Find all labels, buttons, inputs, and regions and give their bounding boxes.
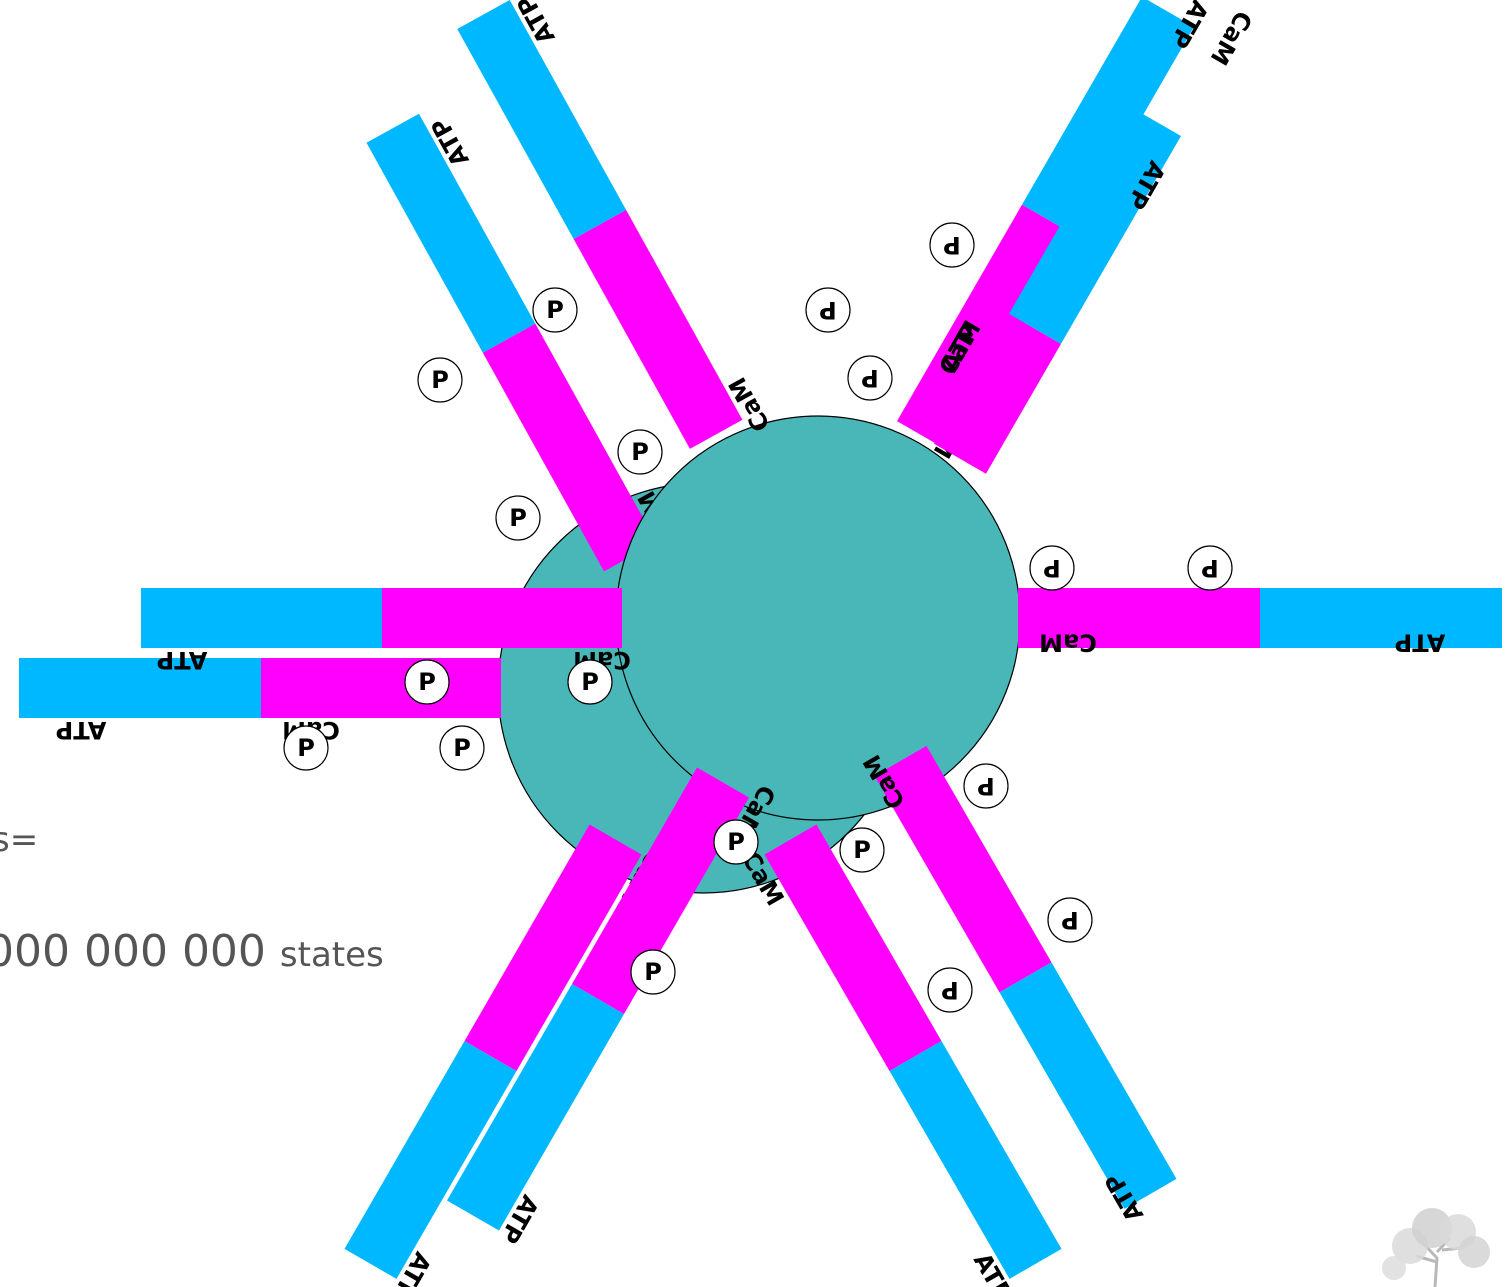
phosphate-marker: P <box>417 357 463 403</box>
phosphate-marker: P <box>805 287 851 333</box>
cam-domain <box>934 313 1061 474</box>
cam-label: CaM <box>1039 628 1097 656</box>
svg-text:P: P <box>727 828 745 856</box>
svg-text:P: P <box>453 734 471 762</box>
states-count-text: 000 000 000 states <box>0 926 384 977</box>
phosphate-marker: P <box>630 949 676 995</box>
phosphate-marker: P <box>1047 897 1093 943</box>
atp-label: ATP <box>1395 628 1446 656</box>
svg-text:P: P <box>819 296 837 324</box>
svg-text:P: P <box>581 668 599 696</box>
cam-domain <box>573 209 743 449</box>
atp-domain <box>141 588 382 648</box>
phosphate-marker: P <box>847 355 893 401</box>
svg-text:P: P <box>861 364 879 392</box>
cam-domain <box>572 767 749 1015</box>
svg-text:P: P <box>943 231 961 259</box>
phosphate-markers: P P P P P P P P P P P P P P P P P P P <box>283 222 1233 1013</box>
svg-text:P: P <box>297 734 315 762</box>
states-prefix-text: s= <box>0 820 39 860</box>
phosphate-marker: P <box>1029 545 1075 591</box>
front-hub-circle <box>615 415 1021 821</box>
front-ring-arms: CaMATPCaMATPCaMATPCaMATPCaMATPCaMATPCaMA… <box>141 0 1502 1248</box>
svg-text:P: P <box>941 976 959 1004</box>
phosphate-marker: P <box>713 819 759 865</box>
atp-domain <box>447 984 624 1231</box>
svg-text:P: P <box>546 296 564 324</box>
phosphate-marker: P <box>567 659 613 705</box>
phosphate-marker: P <box>495 495 541 541</box>
atp-domain <box>366 113 536 353</box>
cam-domain <box>482 323 657 572</box>
subunit-arm: CaM ATP <box>1018 588 1502 656</box>
atp-domain <box>999 962 1177 1209</box>
cam-domain <box>874 745 1052 993</box>
svg-text:P: P <box>977 772 995 800</box>
cam-domain <box>1018 588 1260 648</box>
atp-domain <box>344 1041 517 1279</box>
atp-domain <box>889 1041 1062 1279</box>
atp-domain <box>457 0 627 239</box>
phosphate-marker: P <box>839 827 885 873</box>
cam-domain <box>261 658 501 718</box>
svg-text:P: P <box>853 836 871 864</box>
phosphate-marker: P <box>532 287 578 333</box>
states-unit: states <box>279 935 384 975</box>
svg-text:P: P <box>1061 906 1079 934</box>
tree-logo-icon <box>1382 1208 1490 1287</box>
cam-domain <box>382 588 622 648</box>
phosphate-marker: P <box>404 659 450 705</box>
atp-label: ATP <box>56 716 107 744</box>
atp-domain <box>1009 106 1181 344</box>
svg-text:P: P <box>418 668 436 696</box>
cam-domain <box>764 824 942 1072</box>
cam-domain <box>897 204 1074 452</box>
phosphate-marker: P <box>1187 545 1233 591</box>
cam-domain <box>464 824 642 1072</box>
phosphate-marker: P <box>927 967 973 1013</box>
front-hub <box>615 415 1021 821</box>
phosphate-marker: P <box>963 763 1009 809</box>
phosphate-marker: P <box>617 429 663 475</box>
svg-text:P: P <box>431 366 449 394</box>
svg-text:P: P <box>1043 554 1061 582</box>
svg-text:P: P <box>644 958 662 986</box>
states-value: 000 000 000 <box>0 926 266 977</box>
svg-text:P: P <box>631 438 649 466</box>
atp-label: ATP <box>157 646 208 674</box>
atp-domain <box>1260 588 1502 648</box>
cam-label: CaM <box>1205 6 1258 70</box>
svg-text:P: P <box>1201 554 1219 582</box>
phosphate-marker: P <box>283 725 329 771</box>
atp-domain <box>19 658 261 718</box>
phosphate-marker: P <box>929 222 975 268</box>
atp-domain <box>1022 0 1194 235</box>
phosphate-marker: P <box>439 725 485 771</box>
svg-text:P: P <box>509 504 527 532</box>
